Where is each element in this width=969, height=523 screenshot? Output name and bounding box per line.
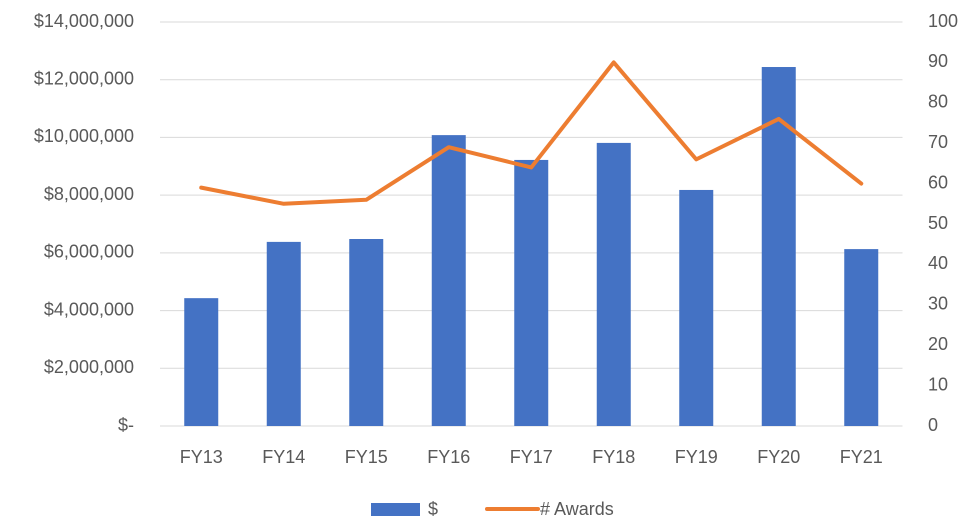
legend-label: $ [428, 499, 438, 519]
x-tick-label: FY20 [757, 447, 800, 467]
line [199, 60, 864, 206]
y2-tick-label: 30 [928, 294, 948, 314]
bar [184, 298, 219, 426]
x-tick-label: FY19 [675, 447, 718, 467]
bar [431, 135, 466, 426]
y2-tick-label: 90 [928, 51, 948, 71]
y2-tick-label: 100 [928, 11, 958, 31]
x-tick-label: FY14 [262, 447, 305, 467]
bar [266, 241, 301, 426]
y-tick-label: $4,000,000 [44, 299, 134, 319]
x-tick-label: FY13 [180, 447, 223, 467]
x-tick-label: FY16 [427, 447, 470, 467]
y2-tick-label: 60 [928, 172, 948, 192]
y2-tick-label: 20 [928, 334, 948, 354]
y-tick-label: $14,000,000 [34, 11, 134, 31]
y-tick-label: $10,000,000 [34, 126, 134, 146]
legend-swatch [371, 503, 420, 516]
x-tick-label: FY15 [345, 447, 388, 467]
x-tick-label: FY21 [840, 447, 883, 467]
y-tick-label: $6,000,000 [44, 242, 134, 262]
y2-tick-label: 0 [928, 415, 938, 435]
y2-tick-label: 40 [928, 253, 948, 273]
y-tick-label: $12,000,000 [34, 68, 134, 88]
y-tick-label: $- [118, 415, 134, 435]
legend-label: # Awards [540, 499, 614, 519]
x-tick-label: FY18 [592, 447, 635, 467]
bar [596, 142, 631, 426]
bar [514, 159, 549, 427]
x-tick-label: FY17 [510, 447, 553, 467]
y2-tick-label: 80 [928, 92, 948, 112]
bar [679, 189, 714, 426]
bar [349, 239, 384, 426]
y-tick-label: $2,000,000 [44, 357, 134, 377]
bar [844, 249, 879, 426]
y2-tick-label: 10 [928, 374, 948, 394]
y2-tick-label: 50 [928, 213, 948, 233]
y2-tick-label: 70 [928, 132, 948, 152]
y-tick-label: $8,000,000 [44, 184, 134, 204]
